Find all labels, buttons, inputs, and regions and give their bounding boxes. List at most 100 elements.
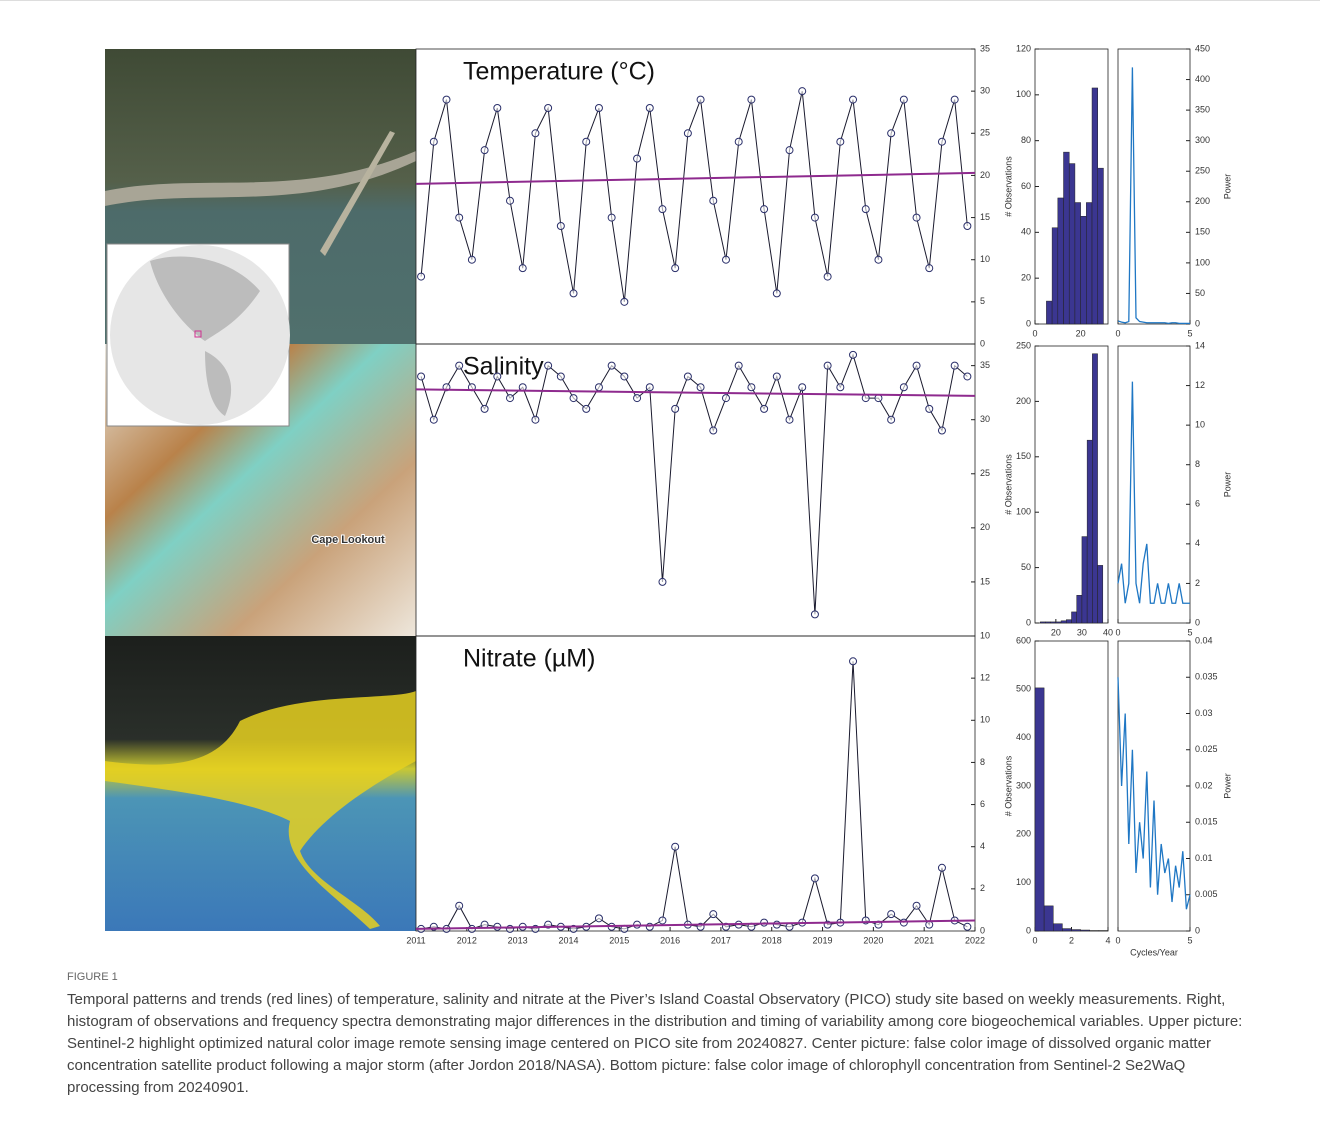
y-axis-label: # Observations — [1003, 755, 1013, 816]
data-point — [798, 87, 807, 96]
histogram-bar — [1080, 216, 1087, 325]
data-point — [747, 383, 756, 392]
y-tick-label: 80 — [1021, 135, 1031, 145]
data-line — [420, 353, 968, 615]
panel-title: Salinity — [463, 353, 544, 381]
x-tick-label: 0 — [1032, 328, 1037, 338]
y-tick-label: 30 — [980, 414, 990, 424]
histogram-bar — [1051, 227, 1059, 325]
data-point — [506, 196, 515, 205]
histogram-bar — [1050, 621, 1057, 624]
y-tick-label: 100 — [1016, 877, 1031, 887]
data-point — [836, 383, 845, 392]
data-point — [467, 255, 476, 264]
x-tick-label: 2019 — [813, 935, 833, 945]
y-tick-label: 6 — [1195, 499, 1200, 509]
y-tick-label: 10 — [1195, 420, 1205, 430]
x-tick-label: 2021 — [914, 935, 934, 945]
trend-line — [415, 919, 976, 930]
y-tick-label: 30 — [980, 86, 990, 96]
plot-frame — [1034, 640, 1109, 932]
data-point — [950, 95, 959, 104]
data-point — [417, 272, 426, 281]
y-tick-label: 500 — [1016, 684, 1031, 694]
data-point — [480, 146, 489, 155]
y-tick-label: 200 — [1195, 196, 1210, 206]
y-tick-label: 2 — [980, 883, 985, 893]
x-axis-label: Cycles/Year — [1130, 947, 1178, 957]
data-point — [760, 205, 769, 214]
data-point — [912, 213, 921, 222]
data-point — [823, 272, 832, 281]
x-tick-label: 0 — [1032, 935, 1037, 945]
data-line — [1117, 677, 1191, 910]
x-tick-label: 2014 — [558, 935, 578, 945]
y-tick-label: 8 — [980, 757, 985, 767]
data-point — [899, 95, 908, 104]
data-line — [420, 91, 968, 302]
x-tick-label: 5 — [1187, 935, 1192, 945]
y-tick-label: 0 — [980, 338, 985, 348]
data-point — [937, 137, 946, 146]
barrier-island — [320, 131, 395, 256]
y-tick-label: 0.04 — [1195, 635, 1213, 645]
panel-title: Nitrate (µM) — [463, 645, 595, 673]
y-tick-label: 0.025 — [1195, 744, 1218, 754]
x-tick-label: 0 — [1115, 627, 1120, 637]
y-tick-label: 150 — [1016, 451, 1031, 461]
y-tick-label: 0.01 — [1195, 853, 1213, 863]
y-tick-label: 0 — [1026, 925, 1031, 935]
caption-text: Temporal patterns and trends (red lines)… — [67, 991, 1243, 1096]
plot-frame — [415, 48, 976, 345]
data-line — [421, 661, 968, 930]
plot-frame — [415, 343, 976, 637]
data-point — [569, 394, 578, 403]
data-point — [493, 372, 502, 381]
x-tick-label: 2017 — [711, 935, 731, 945]
y-tick-label: 300 — [1016, 780, 1031, 790]
data-point — [671, 264, 680, 273]
histogram-bar — [1053, 923, 1063, 932]
y-tick-label: 0 — [1026, 318, 1031, 328]
y-tick-label: 100 — [1016, 507, 1031, 517]
data-point — [683, 129, 692, 138]
histogram-bar — [1046, 300, 1053, 325]
y-tick-label: 8 — [1195, 459, 1200, 469]
y-axis-label: # Observations — [1003, 156, 1013, 217]
y-tick-label: 14 — [1195, 340, 1205, 350]
data-point — [849, 350, 858, 359]
histogram-bar — [1071, 611, 1077, 624]
data-point — [810, 874, 819, 883]
y-axis-label: Power — [1222, 773, 1232, 799]
data-point — [950, 361, 959, 370]
data-point — [963, 222, 972, 230]
histogram-bar — [1074, 202, 1081, 325]
map-label: Cape Lookout — [311, 534, 385, 546]
data-point — [620, 372, 629, 381]
histogram-bar — [1097, 167, 1104, 325]
data-point — [963, 372, 972, 381]
data-point — [683, 372, 692, 381]
data-point — [506, 394, 515, 403]
y-tick-label: 450 — [1195, 43, 1210, 53]
y-tick-label: 400 — [1195, 74, 1210, 84]
y-tick-label: 20 — [980, 170, 990, 180]
x-tick-label: 30 — [1077, 627, 1087, 637]
data-point — [912, 361, 921, 370]
histogram-bar — [1057, 197, 1064, 325]
plot-frame — [415, 635, 976, 932]
data-point — [937, 426, 946, 435]
data-point — [671, 842, 680, 851]
data-point — [785, 922, 794, 931]
y-tick-label: 12 — [980, 673, 990, 683]
y-tick-label: 4 — [1195, 538, 1200, 548]
data-point — [734, 361, 743, 370]
x-tick-label: 2011 — [406, 935, 425, 945]
x-tick-label: 20 — [1076, 328, 1086, 338]
y-tick-label: 10 — [980, 630, 990, 640]
histogram-bar — [1086, 202, 1093, 325]
continents — [150, 256, 260, 416]
y-tick-label: 0.005 — [1195, 889, 1218, 899]
data-point — [569, 289, 578, 298]
y-tick-label: 15 — [980, 212, 990, 222]
